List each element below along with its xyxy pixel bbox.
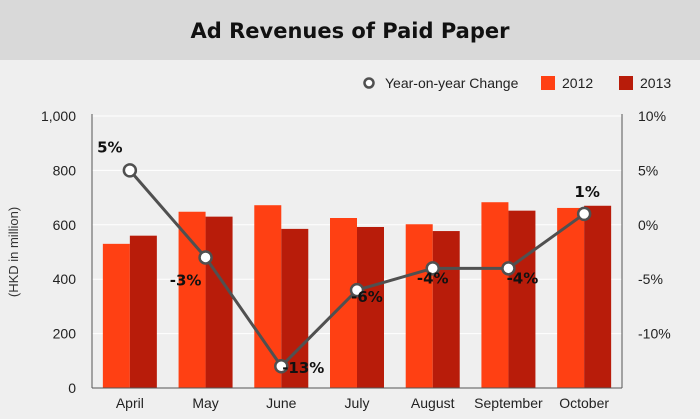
bar-2013 [129, 235, 157, 388]
legend-swatch-2012 [541, 76, 555, 90]
x-tick-label: August [411, 395, 455, 411]
yoy-data-label: 1% [574, 183, 599, 201]
axes: 0 200 400 600 800 1,000 -10% -5% 0% 5% 10% April May… [41, 108, 671, 411]
legend-label-yoy: Year-on-year Change [385, 75, 519, 91]
title-band [0, 0, 700, 60]
yoy-point [576, 206, 592, 222]
yoy-point [425, 261, 440, 276]
yoy-point [198, 250, 213, 265]
legend-swatch-2013 [619, 76, 633, 90]
yoy-data-label: -13% [282, 359, 324, 377]
yoy-point [274, 358, 289, 374]
y2-tick-label: 10% [638, 108, 666, 124]
y-tick-label: 1,000 [41, 108, 76, 124]
x-tick-label: May [192, 395, 218, 411]
bar-2012 [481, 202, 509, 388]
legend-label-2012: 2012 [562, 75, 593, 91]
bar-2013 [508, 210, 536, 388]
x-tick-label: October [559, 395, 609, 411]
yoy-data-label: -4% [417, 269, 449, 287]
yoy-point [501, 261, 516, 276]
x-tick-label: July [345, 395, 370, 411]
x-tick-label: April [116, 395, 144, 411]
legend: Year-on-year Change 2012 2013 [363, 75, 671, 91]
x-tick-label: June [266, 395, 297, 411]
y-tick-label: 600 [53, 217, 77, 233]
yoy-data-label: -3% [170, 271, 202, 289]
y-axis-title: (HKD in million) [6, 207, 21, 297]
yoy-data-label: -6% [351, 288, 383, 306]
x-tick-label: September [474, 395, 543, 411]
bar-2012 [178, 211, 206, 388]
y2-tick-label: 0% [638, 217, 658, 233]
chart-title: Ad Revenues of Paid Paper [191, 19, 511, 43]
data-labels: 5% -3% -13% -6% -4% -4% 1% [97, 138, 600, 377]
bar-2012 [405, 224, 433, 388]
bar-2013 [205, 216, 233, 388]
y2-tick-label: 5% [638, 162, 658, 178]
y-tick-label: 200 [53, 326, 77, 342]
yoy-point [349, 282, 365, 298]
bar-2012 [557, 207, 585, 388]
y2-tick-label: -10% [638, 326, 671, 342]
legend-line-marker [363, 77, 375, 89]
y-tick-label: 400 [53, 271, 77, 287]
yoy-data-label: -4% [507, 269, 539, 287]
bar-2013 [357, 226, 384, 388]
yoy-line-layer [122, 163, 592, 374]
bar-2013 [584, 205, 612, 388]
bar-2013 [432, 231, 460, 388]
yoy-point [122, 163, 138, 178]
yoy-data-label: 5% [97, 138, 122, 156]
y-tick-label: 0 [68, 380, 76, 396]
y2-tick-label: -5% [638, 271, 663, 287]
legend-label-2013: 2013 [640, 75, 671, 91]
bar-2012 [102, 243, 130, 388]
y-tick-label: 800 [53, 162, 77, 178]
